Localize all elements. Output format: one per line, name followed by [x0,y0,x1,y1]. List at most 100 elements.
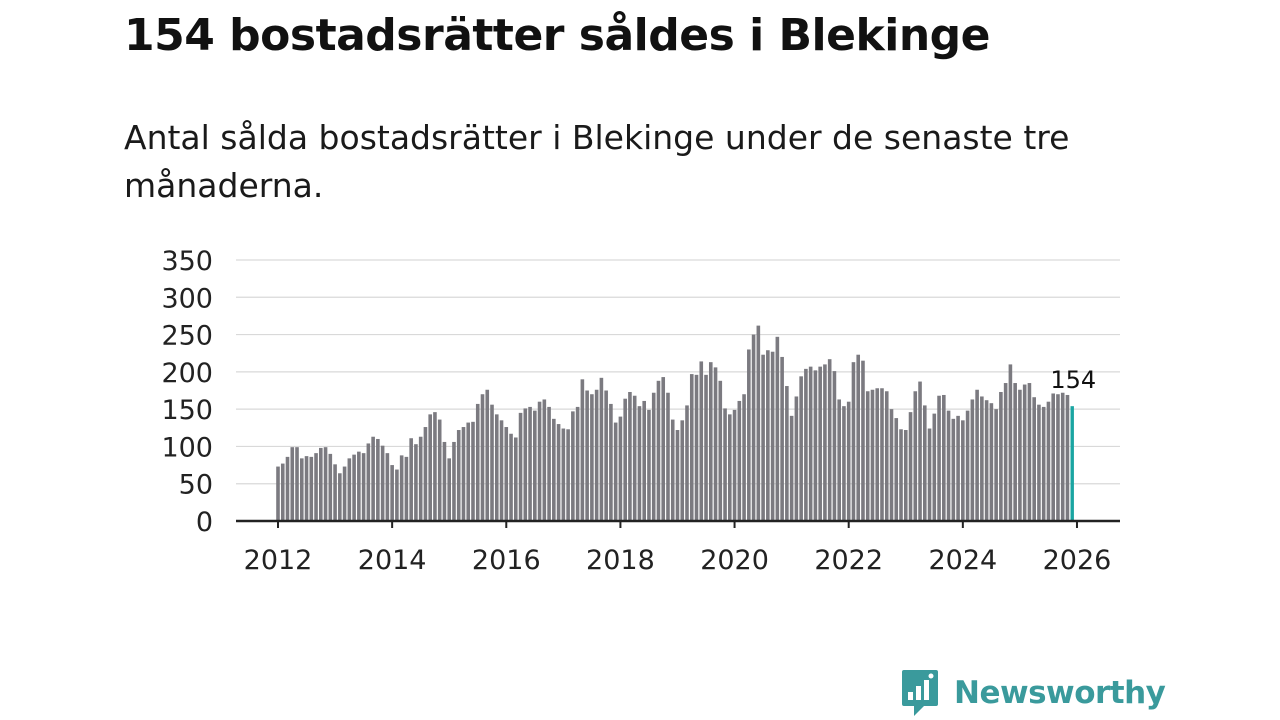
bar [533,410,537,521]
bar [480,394,485,521]
brand-logo: Newsworthy [900,668,1166,718]
bar [813,370,818,521]
bar [651,392,656,521]
bar [632,395,637,521]
bar [361,453,366,521]
bar [390,465,394,521]
bar [290,447,295,521]
bar [333,464,337,521]
bar [823,364,827,521]
x-tick-label: 2022 [814,545,883,576]
bar [580,379,585,521]
bar [637,406,642,521]
bar [1060,392,1065,521]
bar [675,430,680,521]
bar [571,411,575,521]
bar [656,380,661,521]
x-tick-label: 2014 [358,545,427,576]
bar [946,410,951,521]
bar [1046,401,1051,521]
bar [999,391,1003,521]
bar [304,456,309,521]
bar [889,409,894,521]
bar [314,453,318,521]
bar [913,391,918,521]
bar [804,368,808,521]
bar [461,427,466,521]
bar [1065,394,1070,521]
bar [523,408,528,521]
bar [475,403,480,521]
bar [789,415,794,521]
bar [794,396,799,521]
y-tick-label: 50 [179,470,213,501]
bar [713,367,718,521]
bar [319,447,323,521]
bar [951,418,956,521]
x-tick-label: 2020 [700,545,769,576]
bar [984,400,989,521]
bar [837,399,841,521]
bar [832,371,837,521]
bar [799,376,803,521]
bar [357,451,361,521]
x-tick-label: 2024 [928,545,997,576]
bar [490,404,494,521]
bar [875,388,880,521]
bar [827,359,832,521]
y-tick-label: 150 [161,395,213,426]
bar [856,354,861,521]
bar [437,419,442,521]
bar [899,429,903,521]
bar [566,429,570,521]
bar [737,400,742,521]
bar [328,453,333,521]
bar [609,403,613,521]
bar [442,441,447,521]
bar [547,406,551,521]
bar [494,414,499,521]
bar [509,433,513,521]
bar [908,412,913,521]
bar [299,458,304,521]
bar [280,463,285,521]
bar [1051,393,1055,521]
bar [371,436,375,521]
bar [1041,406,1046,521]
bars [276,325,1074,521]
bar [842,406,846,521]
bar [870,389,875,521]
bar [594,389,599,521]
bar [846,401,851,521]
bar [894,418,899,521]
bar [347,458,352,521]
bar [770,351,775,521]
bar [342,466,347,521]
bar [528,406,532,521]
bar [732,409,737,521]
bar [884,391,889,521]
bar [642,400,646,521]
bar [728,414,732,521]
bar [414,444,418,521]
bar [723,408,727,521]
bar [918,381,922,521]
bar [1022,384,1027,521]
bar [927,428,932,521]
bar [537,401,542,521]
bar [975,389,979,521]
x-tick-label: 2012 [244,545,313,576]
bar [989,403,994,521]
bar [399,455,404,521]
bar-highlight [1070,406,1074,521]
bar [956,415,960,521]
bar [851,362,856,521]
bar [623,398,627,521]
bar [689,374,694,521]
bar [395,469,399,521]
bar [970,399,975,521]
bar [861,360,865,521]
bar [599,377,604,521]
bar [613,422,618,521]
bar [718,380,723,521]
